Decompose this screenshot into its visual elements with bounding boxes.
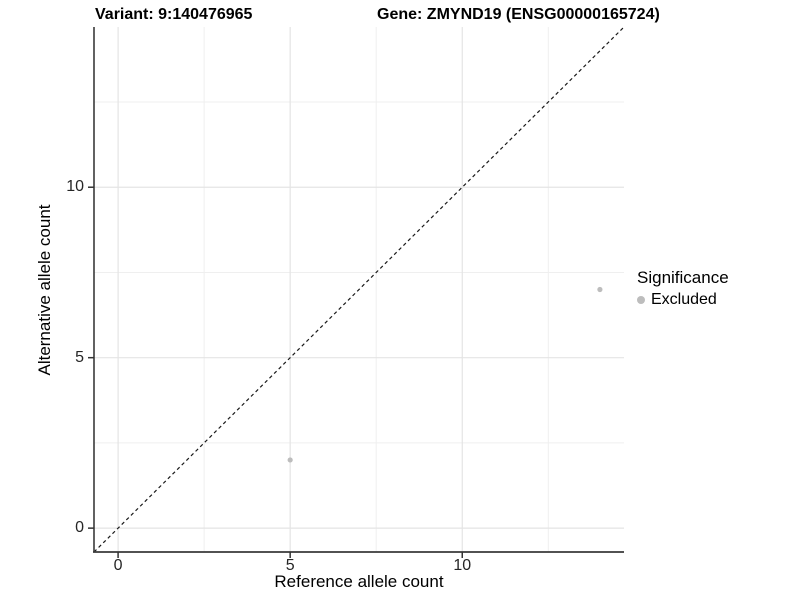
gene-title: Gene: ZMYND19 (ENSG00000165724) [377, 6, 660, 23]
data-point [597, 286, 603, 293]
y-tick-label: 10 [66, 178, 84, 196]
x-axis-title: Reference allele count [274, 572, 444, 591]
legend-entries: Excluded [637, 290, 729, 310]
legend-title: Significance [637, 268, 729, 287]
x-tick-label: 10 [453, 557, 472, 574]
legend-entry-label: Excluded [651, 291, 717, 308]
legend-entry: Excluded [637, 290, 729, 310]
legend-key-dot [637, 296, 645, 304]
y-axis-title: Alternative allele count [35, 204, 54, 376]
data-point [287, 457, 293, 463]
identity-line [93, 27, 625, 553]
y-tick-label: 0 [75, 519, 84, 537]
x-tick-label: 0 [113, 557, 123, 574]
legend: Significance Excluded [637, 268, 729, 310]
plot-panel [88, 27, 625, 558]
variant-title: Variant: 9:140476965 [95, 6, 253, 23]
y-tick-label: 5 [75, 348, 84, 366]
x-tick-label: 5 [285, 557, 295, 574]
